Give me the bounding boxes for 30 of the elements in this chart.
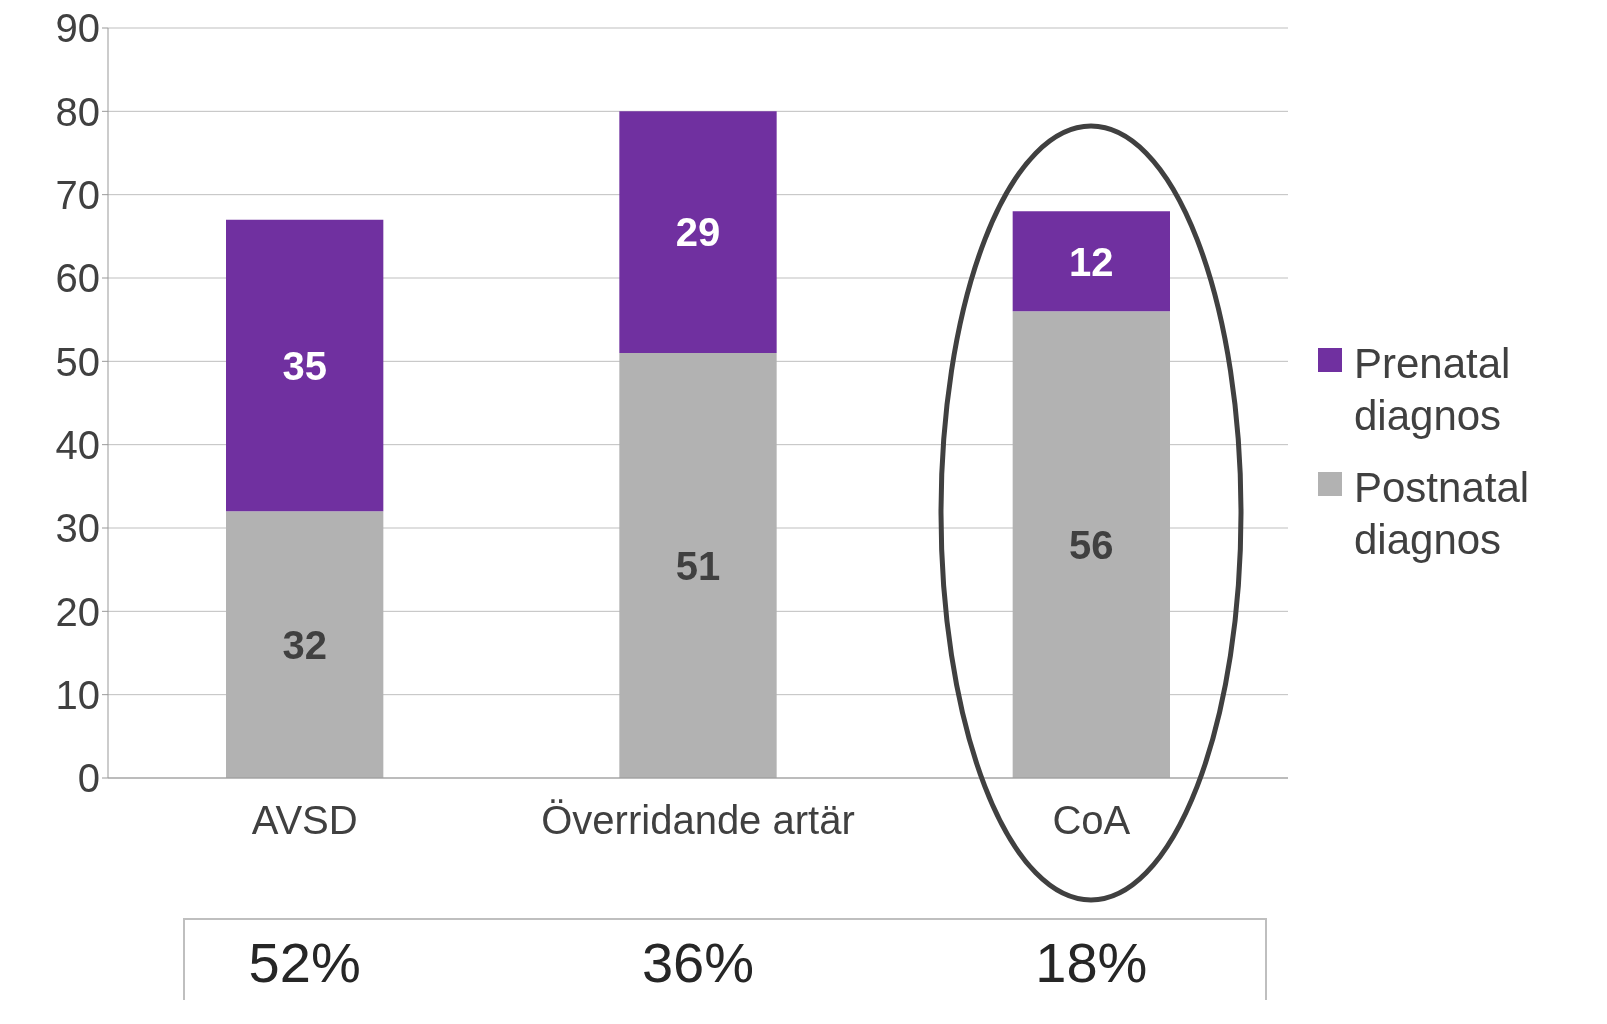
legend-label: Prenatal diagnos [1354,339,1512,441]
x-tick-label: Överridande artär [541,798,855,843]
data-label: 56 [1069,522,1114,567]
y-tick-label: 20 [55,589,100,634]
y-tick-label: 50 [55,339,100,384]
bar [226,219,384,512]
bar [1012,311,1170,778]
y-tick-label: 70 [55,172,100,217]
data-label: 29 [675,210,721,255]
y-tick-label: 30 [55,506,100,551]
bar [226,511,384,778]
text: 52% [247,930,362,995]
y-tick-label: 80 [55,89,100,134]
text: 18% [1034,930,1149,995]
text: 36% [640,930,756,995]
y-tick-label: 10 [55,672,100,717]
y-tick-label: 60 [55,256,100,301]
data-label: 12 [1069,239,1114,284]
y-tick-label: 40 [55,422,100,467]
bar [619,353,777,778]
bar [1012,211,1170,312]
data-label: 32 [282,622,327,667]
legend-label: Postnatal diagnos [1354,463,1530,565]
x-tick-label: AVSD [251,798,358,843]
y-tick-label: 90 [55,6,100,51]
data-label: 51 [675,543,721,588]
y-tick-label: 0 [77,756,100,801]
x-tick-label: CoA [1052,798,1131,843]
data-label: 35 [282,343,327,388]
bar [619,111,777,353]
